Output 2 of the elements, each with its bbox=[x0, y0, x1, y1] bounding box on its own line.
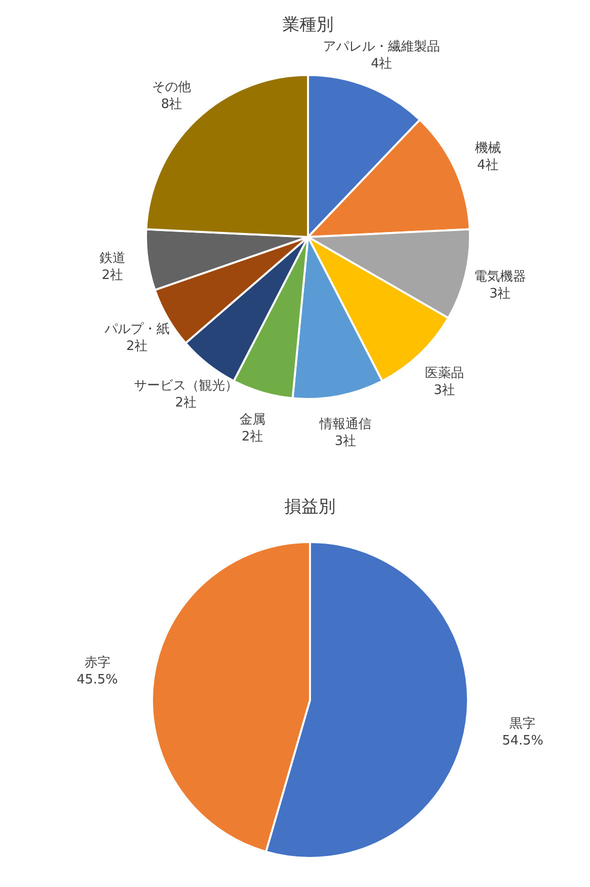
title: 業種別 bbox=[282, 15, 334, 35]
title: 損益別 bbox=[284, 497, 336, 517]
